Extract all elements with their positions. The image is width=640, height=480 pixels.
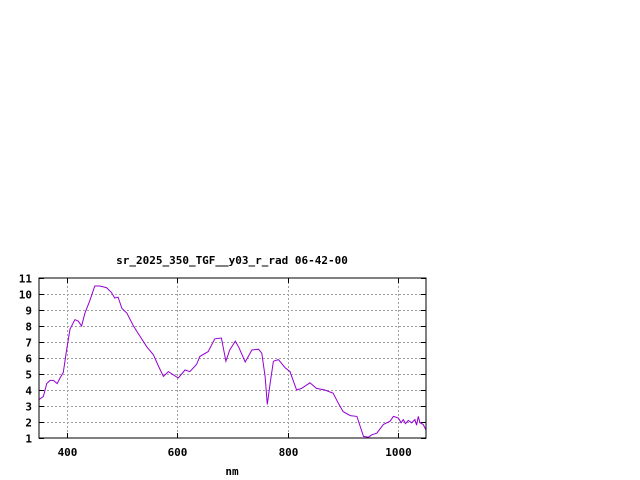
x-tick-label: 600: [168, 446, 188, 459]
y-tick-label: 7: [25, 337, 32, 350]
grid: [39, 278, 426, 438]
y-tick-label: 5: [25, 369, 32, 382]
y-tick-label: 3: [25, 401, 32, 414]
x-tick-label: 400: [58, 446, 78, 459]
y-tick-label: 8: [25, 321, 32, 334]
axis-ticks: 400 600 800 1000 1 2 3 4 5 6 7 8 9 10 11: [19, 273, 426, 459]
y-tick-label: 11: [19, 273, 33, 286]
y-tick-label: 2: [25, 417, 32, 430]
x-axis-label: nm: [225, 465, 239, 478]
y-tick-label: 9: [25, 305, 32, 318]
y-tick-label: 4: [25, 385, 32, 398]
plot-frame: [38, 277, 427, 439]
y-tick-label: 10: [19, 289, 32, 302]
y-tick-label: 6: [25, 353, 32, 366]
chart-title: sr_2025_350_TGF__y03_r_rad 06-42-00: [116, 254, 348, 267]
x-tick-label: 800: [279, 446, 299, 459]
x-tick-label: 1000: [385, 446, 412, 459]
y-tick-label: 1: [25, 433, 32, 446]
series-line: [38, 285, 427, 438]
